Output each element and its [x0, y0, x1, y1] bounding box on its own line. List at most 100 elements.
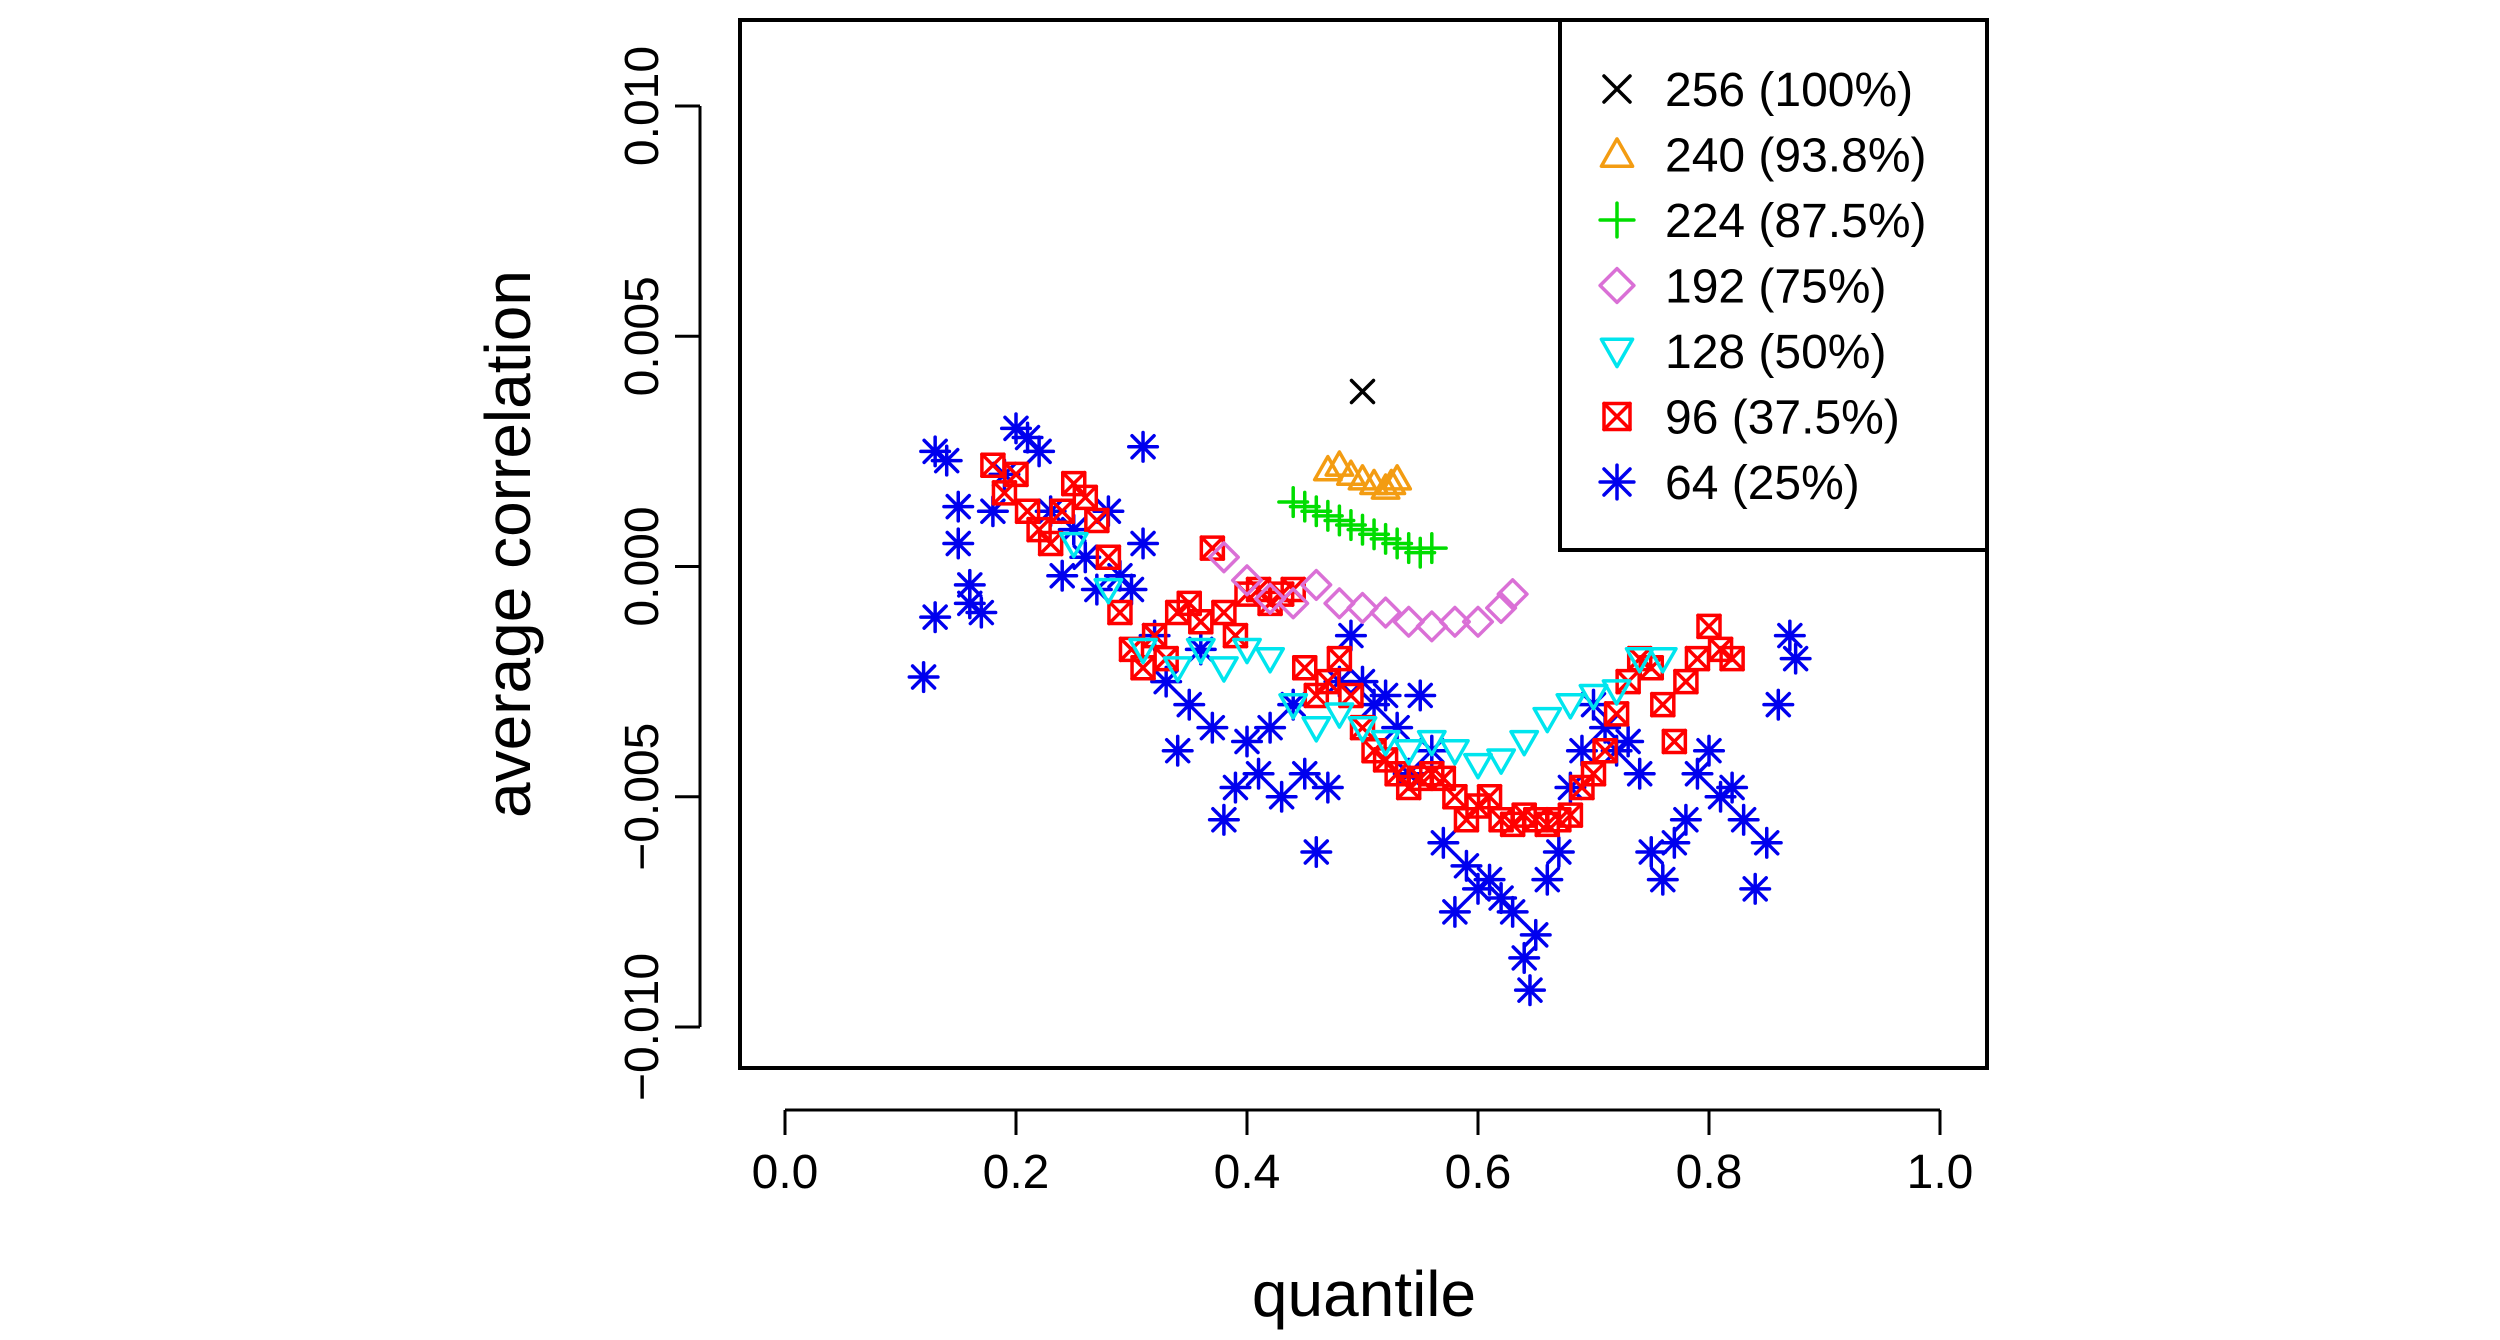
- data-point: [1438, 895, 1471, 928]
- data-point: [1650, 691, 1676, 718]
- data-point: [1254, 711, 1287, 744]
- data-point: [1277, 485, 1310, 519]
- data-point: [1292, 655, 1318, 681]
- data-point: [1646, 863, 1679, 896]
- x-tick-label: 1.0: [1907, 1146, 1974, 1199]
- data-point: [1404, 536, 1437, 569]
- data-point: [1311, 499, 1344, 532]
- data-point: [930, 444, 963, 477]
- data-point: [1601, 679, 1632, 706]
- axes-layer: 0.0 0.2 0.4 0.6 0.8 1.0 −0.010 −0.005 0.000 0.005…: [616, 46, 1973, 1199]
- data-point: [1669, 803, 1702, 836]
- data-point: [907, 660, 940, 694]
- data-point: [1323, 587, 1356, 620]
- data-point: [1058, 531, 1089, 559]
- data-point: [1300, 568, 1333, 601]
- data-point: [1278, 693, 1309, 720]
- data-point: [1623, 757, 1656, 790]
- x-tick-label: 0.4: [1214, 1146, 1281, 1199]
- data-point: [1049, 498, 1075, 524]
- data-point: [1578, 683, 1609, 711]
- data-point: [1370, 729, 1401, 757]
- data-point: [1531, 863, 1564, 896]
- data-point: [1255, 646, 1286, 674]
- legend-marker: [1598, 266, 1636, 305]
- data-point: [1277, 587, 1310, 620]
- data-point: [1288, 490, 1321, 523]
- data-point: [1382, 464, 1413, 491]
- data-point: [1324, 450, 1355, 477]
- data-point: [1592, 737, 1618, 764]
- legend-marker: [1598, 201, 1636, 239]
- data-point: [1084, 507, 1110, 534]
- data-point: [1415, 532, 1448, 565]
- data-point: [1727, 803, 1760, 836]
- data-point: [942, 490, 975, 523]
- data-point: [1635, 835, 1668, 869]
- y-tick-label: −0.010: [616, 953, 669, 1101]
- data-point: [1230, 564, 1264, 597]
- data-point: [1773, 619, 1806, 652]
- data-point: [1392, 605, 1425, 638]
- data-point: [1696, 613, 1722, 640]
- legend-label: 128 (50%): [1665, 326, 1886, 379]
- data-point: [1555, 693, 1586, 720]
- y-tick-label: 0.005: [616, 276, 669, 396]
- data-point: [1315, 668, 1341, 695]
- data-point: [1750, 826, 1783, 859]
- data-point: [1323, 504, 1356, 537]
- legend-marker: [1602, 401, 1632, 432]
- data-point: [1404, 679, 1437, 712]
- legend-marker: [1602, 74, 1632, 104]
- data-point: [1439, 739, 1470, 766]
- data-point: [1347, 716, 1378, 743]
- x-tick-label: 0.2: [983, 1146, 1050, 1199]
- data-point: [1369, 596, 1402, 629]
- data-point: [1681, 757, 1714, 790]
- data-point: [1222, 622, 1249, 649]
- data-point: [1739, 872, 1772, 905]
- data-point: [1542, 835, 1575, 869]
- data-point: [1242, 757, 1275, 790]
- data-point: [1211, 599, 1237, 626]
- data-point: [1661, 728, 1688, 755]
- data-point: [1011, 421, 1044, 454]
- data-point: [1046, 559, 1079, 592]
- data-point: [1311, 771, 1344, 804]
- legend-label: 96 (37.5%): [1665, 392, 1900, 445]
- y-tick-label: 0.000: [616, 506, 669, 626]
- data-point: [1128, 637, 1158, 665]
- data-point: [1023, 435, 1056, 468]
- data-point: [1207, 803, 1240, 836]
- data-point: [1603, 701, 1630, 727]
- data-point: [1300, 495, 1333, 528]
- data-point: [1232, 637, 1262, 665]
- data-point: [1127, 527, 1160, 560]
- data-point: [1369, 522, 1402, 555]
- data-point: [1658, 826, 1691, 859]
- legend-label: 240 (93.8%): [1665, 130, 1927, 183]
- data-point: [1301, 716, 1332, 743]
- data-point: [1265, 780, 1298, 813]
- data-point: [1185, 637, 1216, 665]
- data-point: [1509, 729, 1540, 757]
- data-point: [1107, 599, 1133, 626]
- data-point: [1219, 771, 1252, 804]
- data-point: [1093, 577, 1124, 605]
- data-point: [1580, 760, 1607, 787]
- data-point: [1326, 645, 1353, 672]
- legend-marker: [1599, 137, 1635, 168]
- data-point: [1346, 513, 1379, 546]
- x-tick-label: 0.6: [1445, 1146, 1512, 1199]
- data-point: [1393, 739, 1424, 766]
- data-point: [1486, 748, 1517, 775]
- data-point: [1254, 582, 1287, 615]
- legend-marker: [1598, 463, 1636, 501]
- data-points-layer: [907, 378, 1812, 1007]
- data-point: [1496, 895, 1529, 928]
- data-point: [1324, 702, 1355, 729]
- data-point: [1692, 734, 1726, 767]
- legend-label: 192 (75%): [1665, 261, 1886, 314]
- legend: 256 (100%) 240 (93.8%) 224 (87.5%) 192 (75%…: [1558, 18, 1989, 552]
- data-point: [1288, 757, 1321, 790]
